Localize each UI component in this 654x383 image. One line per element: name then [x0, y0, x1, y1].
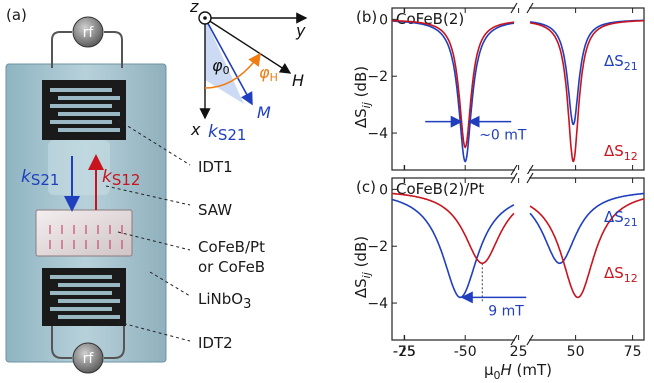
label-film-line1: CoFeB/Pt — [198, 238, 265, 256]
series-line-12 — [392, 192, 515, 265]
y-tick-label: −2 — [367, 239, 388, 255]
y-axis-label: ΔSij (dB) — [352, 66, 373, 128]
k-s12-label: kS12 — [102, 167, 140, 189]
series-line-21 — [392, 198, 515, 299]
series-line-12 — [529, 198, 644, 299]
legend-12: ΔS12 — [604, 142, 638, 163]
m-vector — [204, 17, 253, 106]
m-label: M — [257, 103, 271, 122]
rf-connector-top — [72, 16, 104, 48]
saw-region — [48, 140, 110, 195]
z-axis-dot — [203, 16, 207, 20]
label-saw: SAW — [198, 201, 232, 219]
legend-21: ΔS21 — [604, 208, 638, 229]
axis-break-gap — [515, 4, 529, 12]
magnetic-film — [35, 209, 133, 257]
chart-title: CoFeB(2)/Pt — [396, 180, 484, 198]
idt2-electrode — [42, 268, 126, 326]
film-magnetization-marks — [49, 225, 123, 249]
panel-label-a: (a) — [6, 6, 27, 24]
annotation-shift: ~0 mT — [479, 128, 527, 144]
panel-label: (c) — [356, 178, 376, 196]
rf-wire-bottom-left — [51, 325, 72, 359]
rf-wire-top-right — [104, 31, 123, 68]
device-schematic: (a) rf rf — [5, 6, 265, 374]
phi0-label: φ0 — [212, 56, 230, 77]
x-tick-label: 75 — [624, 344, 642, 360]
series-line-12 — [392, 19, 514, 149]
axis-break-gap — [515, 174, 529, 182]
series-line-21 — [529, 192, 644, 265]
idt1-electrode — [42, 80, 126, 140]
y-tick-label: −4 — [367, 296, 388, 312]
axis-break-mark — [526, 164, 534, 176]
axis-break-gap — [515, 166, 529, 174]
chart-panel-c: 0 −2 −4 -75 -50 -25 25 50 75 μ0H (mT) ΔSij (dB) (c)… — [352, 172, 645, 382]
z-label: z — [189, 0, 199, 16]
annotation-shift: 9 mT — [488, 303, 524, 319]
label-idt2: IDT2 — [198, 334, 233, 352]
y-tick-label: 0 — [379, 12, 388, 28]
y-label: y — [295, 21, 306, 40]
axis-break-mark — [526, 2, 534, 14]
x-label: x — [190, 120, 201, 139]
leader-lines — [105, 119, 191, 342]
y-tick-label: −4 — [367, 126, 388, 142]
axis-break-mark — [510, 334, 518, 346]
y-tick-label: 0 — [379, 182, 388, 198]
rf-wire-top-left — [51, 31, 72, 68]
rf-top-label: rf — [83, 25, 95, 41]
legend-21: ΔS21 — [604, 52, 638, 73]
label-substrate: LiNbO3 — [198, 290, 251, 312]
x-tick-label: 50 — [567, 344, 585, 360]
phiH-arc — [204, 52, 261, 89]
x-tick-label: -50 — [454, 344, 477, 360]
legend-12: ΔS12 — [604, 264, 638, 285]
axis-break-mark — [510, 164, 518, 176]
x-axis-label: μ0H (mT) — [484, 361, 552, 382]
rf-connector-bottom — [72, 342, 104, 374]
h-label: H — [292, 71, 304, 90]
k-s21-label: kS21 — [21, 167, 59, 189]
rf-wire-bottom-right — [104, 325, 125, 359]
k-s21-diagram-label: kS21 — [208, 122, 246, 144]
x-tick-label: -25 — [393, 344, 416, 360]
coordinate-diagram: z y x H M φ0 φH kS21 — [189, 0, 308, 144]
y-tick-label: −2 — [367, 69, 388, 85]
label-film-line2: or CoFeB — [198, 258, 265, 276]
axis-break-mark — [526, 172, 534, 184]
phi0-wedge — [205, 18, 244, 104]
series-line-12 — [529, 19, 644, 163]
panel-label: (b) — [356, 8, 377, 26]
axis-break-gap — [515, 336, 529, 344]
y-axis-label: ΔSij (dB) — [352, 236, 373, 298]
axis-break-mark — [510, 172, 518, 184]
axis-break-mark — [510, 2, 518, 14]
x-tick-label: -75 — [393, 344, 416, 360]
x-tick-label: 25 — [510, 344, 528, 360]
label-idt1: IDT1 — [198, 158, 233, 176]
rf-bottom-label: rf — [83, 351, 95, 367]
phiH-label: φH — [259, 63, 278, 84]
axis-break-mark — [526, 334, 534, 346]
h-vector — [204, 17, 292, 74]
